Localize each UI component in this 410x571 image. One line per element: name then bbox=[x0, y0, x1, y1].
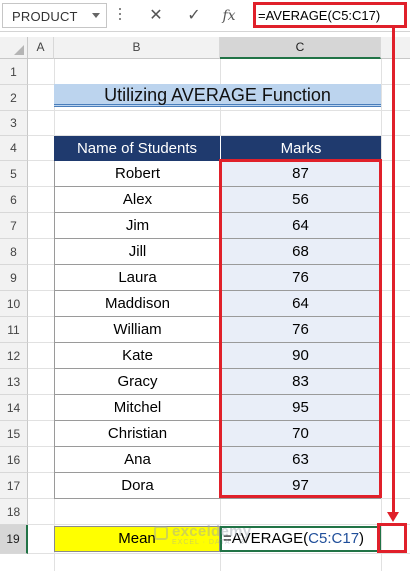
formula-input[interactable]: =AVERAGE(C5:C17) bbox=[252, 3, 410, 28]
marks-cell[interactable]: 97 bbox=[220, 473, 381, 499]
student-name-cell[interactable]: Gracy bbox=[54, 369, 220, 395]
chevron-down-icon[interactable] bbox=[92, 13, 100, 18]
student-name-cell[interactable]: Maddison bbox=[54, 291, 220, 317]
mean-formula-ref: C5:C17 bbox=[308, 530, 360, 547]
formula-bar: PRODUCT ✕ ✓ fx =AVERAGE(C5:C17) bbox=[0, 0, 410, 32]
row-header-15[interactable]: 15 bbox=[0, 421, 28, 447]
insert-function-icon[interactable]: fx bbox=[222, 8, 236, 24]
marks-cell[interactable]: 83 bbox=[220, 369, 381, 395]
marks-cell[interactable]: 56 bbox=[220, 187, 381, 213]
column-header-c[interactable]: C bbox=[220, 37, 381, 59]
column-header-a[interactable]: A bbox=[28, 37, 54, 59]
range-highlight-box bbox=[219, 159, 382, 498]
gridline bbox=[28, 135, 410, 136]
student-name-cell[interactable]: Ana bbox=[54, 447, 220, 473]
student-name-cell[interactable]: William bbox=[54, 317, 220, 343]
row-header-4[interactable]: 4 bbox=[0, 136, 28, 161]
student-name-cell[interactable]: Mitchel bbox=[54, 395, 220, 421]
student-name-cell[interactable]: Christian bbox=[54, 421, 220, 447]
enter-icon[interactable]: ✓ bbox=[187, 7, 201, 24]
column-header-d[interactable] bbox=[381, 37, 410, 59]
select-all-button[interactable] bbox=[0, 37, 28, 59]
gridline bbox=[28, 553, 410, 554]
mean-formula-cell[interactable]: =AVERAGE(C5:C17) bbox=[220, 526, 381, 552]
row-header-13[interactable]: 13 bbox=[0, 369, 28, 395]
student-name-cell[interactable]: Jill bbox=[54, 239, 220, 265]
mean-highlight-box bbox=[377, 523, 407, 553]
name-box-value: PRODUCT bbox=[12, 9, 78, 24]
name-box[interactable]: PRODUCT bbox=[2, 3, 107, 28]
row-header-9[interactable]: 9 bbox=[0, 265, 28, 291]
table-header-name[interactable]: Name of Students bbox=[54, 136, 220, 161]
student-name-cell[interactable]: Laura bbox=[54, 265, 220, 291]
row-header-5[interactable]: 5 bbox=[0, 161, 28, 187]
student-name-cell[interactable]: Robert bbox=[54, 161, 220, 187]
marks-cell[interactable]: 90 bbox=[220, 343, 381, 369]
student-name-cell[interactable]: Dora bbox=[54, 473, 220, 499]
row-header-19[interactable]: 19 bbox=[0, 525, 28, 554]
table-header-marks[interactable]: Marks bbox=[220, 136, 381, 161]
row-header-8[interactable]: 8 bbox=[0, 239, 28, 265]
marks-cell[interactable]: 76 bbox=[220, 317, 381, 343]
row-header-12[interactable]: 12 bbox=[0, 343, 28, 369]
marks-cell[interactable]: 63 bbox=[220, 447, 381, 473]
row-header-1[interactable]: 1 bbox=[0, 59, 28, 85]
row-header-14[interactable]: 14 bbox=[0, 395, 28, 421]
row-header-11[interactable]: 11 bbox=[0, 317, 28, 343]
row-header-18[interactable]: 18 bbox=[0, 499, 28, 525]
mean-formula-suffix: ) bbox=[359, 530, 365, 547]
marks-cell[interactable]: 95 bbox=[220, 395, 381, 421]
watermark-subtext: EXCEL · DATA · BI bbox=[172, 539, 248, 546]
arrow-line bbox=[392, 28, 395, 516]
drag-handle-icon[interactable] bbox=[118, 8, 122, 24]
student-name-cell[interactable]: Alex bbox=[54, 187, 220, 213]
row-header-6[interactable]: 6 bbox=[0, 187, 28, 213]
marks-cell[interactable]: 64 bbox=[220, 213, 381, 239]
sheet-title[interactable]: Utilizing AVERAGE Function bbox=[54, 84, 381, 107]
watermark: exceldemy EXCEL · DATA · BI bbox=[150, 523, 260, 551]
column-header-b[interactable]: B bbox=[54, 37, 220, 59]
cancel-icon[interactable]: ✕ bbox=[149, 7, 163, 24]
row-header-17[interactable]: 17 bbox=[0, 473, 28, 499]
row-header-16[interactable]: 16 bbox=[0, 447, 28, 473]
mean-label[interactable]: Mean bbox=[54, 526, 220, 552]
watermark-logo-icon bbox=[154, 526, 168, 540]
student-name-cell[interactable]: Kate bbox=[54, 343, 220, 369]
row-header-3[interactable]: 3 bbox=[0, 111, 28, 136]
row-header-7[interactable]: 7 bbox=[0, 213, 28, 239]
gridline bbox=[28, 524, 410, 525]
watermark-text: exceldemy bbox=[172, 523, 252, 540]
marks-cell[interactable]: 87 bbox=[220, 161, 381, 187]
formula-text: =AVERAGE(C5:C17) bbox=[258, 8, 381, 23]
gridline bbox=[28, 110, 410, 111]
marks-cell[interactable]: 64 bbox=[220, 291, 381, 317]
mean-formula-prefix: =AVERAGE( bbox=[223, 530, 309, 547]
formula-highlight-box bbox=[253, 2, 407, 28]
marks-cell[interactable]: 68 bbox=[220, 239, 381, 265]
marks-cell[interactable]: 76 bbox=[220, 265, 381, 291]
arrow-down-icon bbox=[387, 512, 399, 522]
row-header-10[interactable]: 10 bbox=[0, 291, 28, 317]
student-name-cell[interactable]: Jim bbox=[54, 213, 220, 239]
row-header-2[interactable]: 2 bbox=[0, 85, 28, 111]
